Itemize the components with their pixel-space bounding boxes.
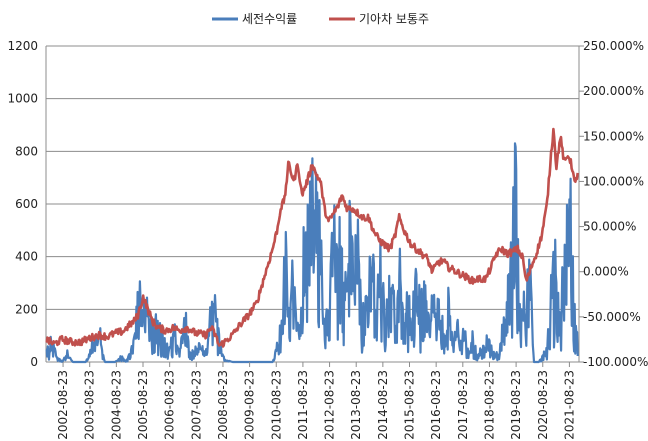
y-right-tick-label: 50.000%	[583, 220, 636, 234]
x-tick-label: 2012-08-23	[323, 370, 337, 440]
x-tick-label: 2003-08-23	[83, 370, 97, 440]
y-right-tick-label: 0.000%	[583, 265, 629, 279]
x-axis: 2002-08-23 2003-08-23 2004-08-23 2005-08-23…	[56, 362, 576, 440]
x-tick-label: 2017-08-23	[456, 370, 470, 440]
y-right-tick-label: -50.000%	[583, 310, 641, 324]
x-tick-label: 2006-08-23	[163, 370, 177, 440]
x-tick-label: 2005-08-23	[136, 370, 150, 440]
plot-area	[45, 46, 580, 363]
series-kia-common-stock-line	[45, 127, 579, 348]
x-tick-label: 2010-08-23	[269, 370, 283, 440]
x-tick-label: 2002-08-23	[56, 370, 70, 440]
legend-label-pretax-return: 세전수익률	[242, 12, 297, 26]
y-left-tick-label: 1200	[7, 39, 38, 53]
y-right-tick-label: 100.000%	[583, 174, 644, 188]
series-kia-common-stock	[45, 127, 579, 348]
x-tick-label: 2004-08-23	[109, 370, 123, 440]
x-tick-label: 2007-08-23	[189, 370, 203, 440]
series-pretax-return	[45, 142, 579, 364]
x-tick-label: 2015-08-23	[403, 370, 417, 440]
y-left-tick-label: 600	[15, 197, 38, 211]
x-tick-label: 2011-08-23	[296, 370, 310, 440]
y-right-tick-label: 150.000%	[583, 129, 644, 143]
legend-label-kia-common-stock: 기아차 보통주	[359, 12, 429, 26]
x-tick-label: 2014-08-23	[376, 370, 390, 440]
x-tick-label: 2018-08-23	[482, 370, 496, 440]
y-right-tick-label: -100.000%	[583, 355, 648, 369]
x-tick-label: 2019-08-23	[509, 370, 523, 440]
x-tick-label: 2016-08-23	[429, 370, 443, 440]
x-tick-label: 2013-08-23	[349, 370, 363, 440]
y-right-tick-label: 250.000%	[583, 39, 644, 53]
y-left-tick-label: 800	[15, 144, 38, 158]
legend: 세전수익률 기아차 보통주	[212, 12, 429, 26]
x-tick-label: 2009-08-23	[243, 370, 257, 440]
x-tick-label: 2021-08-23	[562, 370, 576, 440]
y-left-tick-label: 0	[30, 355, 38, 369]
x-tick-label: 2008-08-23	[216, 370, 230, 440]
y-axis-right: -100.000% -50.000% 0.000% 50.000% 100.000% 15…	[579, 39, 648, 369]
x-tick-label: 2020-08-23	[536, 370, 550, 440]
y-axis-left: 0 200 400 600 800 1000 1200	[7, 39, 38, 369]
y-right-tick-label: 200.000%	[583, 84, 644, 98]
y-left-tick-label: 400	[15, 250, 38, 264]
y-left-tick-label: 200	[15, 302, 38, 316]
series-pretax-return-line	[45, 142, 579, 364]
y-left-tick-label: 1000	[7, 92, 38, 106]
